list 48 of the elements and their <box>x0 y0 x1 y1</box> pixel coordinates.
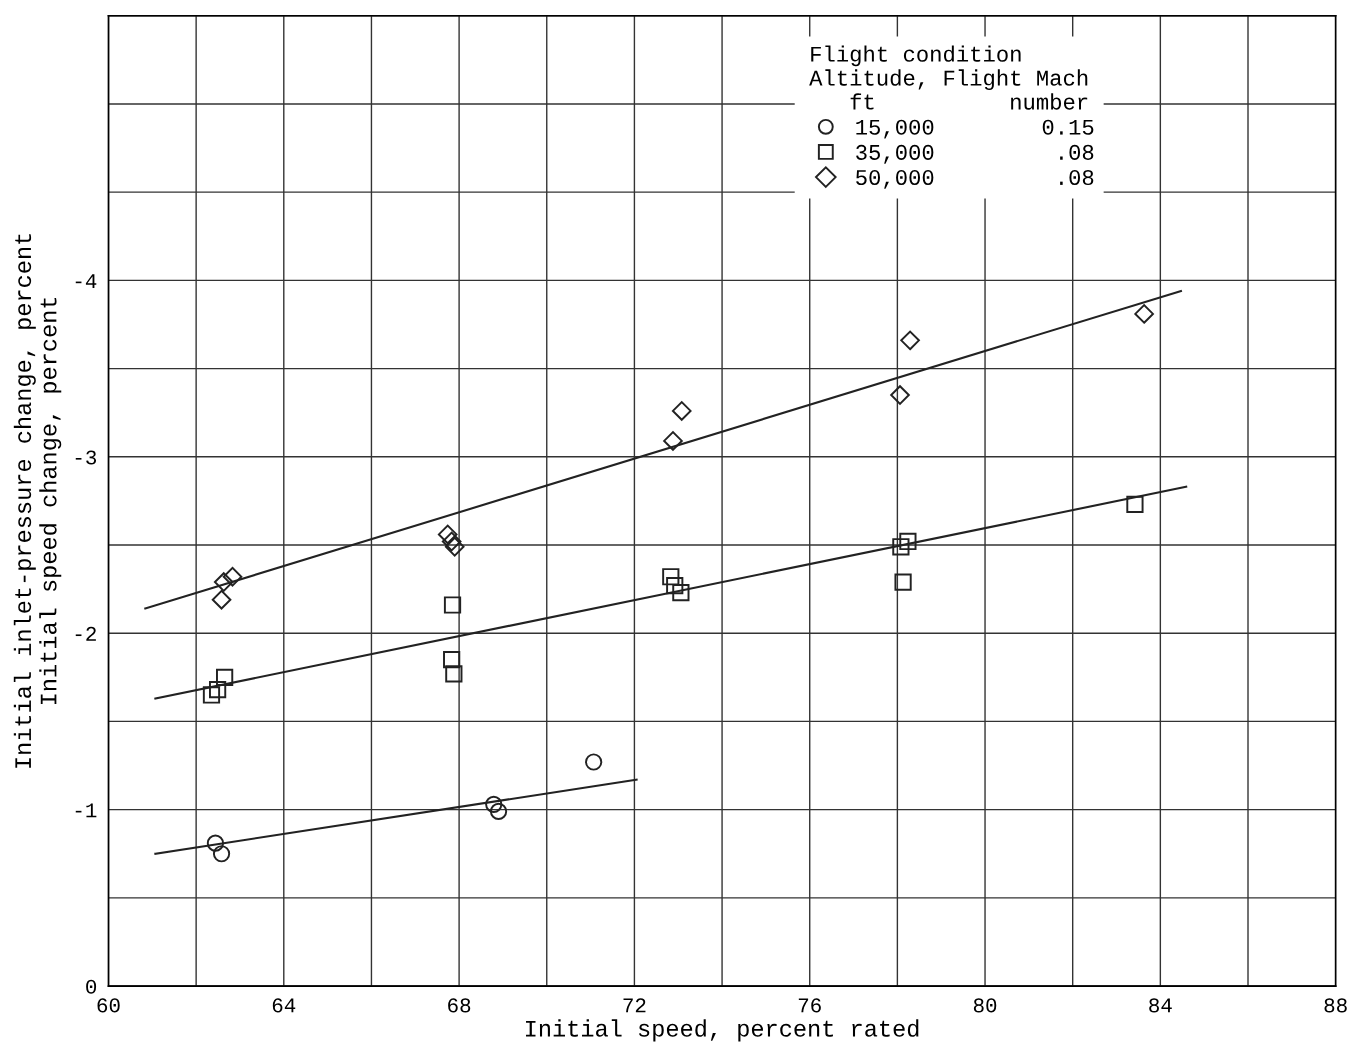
point <box>211 589 232 610</box>
point <box>222 566 243 587</box>
y-tick-label: -4 <box>75 274 97 288</box>
point <box>485 795 503 813</box>
point <box>894 573 912 591</box>
x-tick-label: 80 <box>973 998 997 1013</box>
point <box>443 596 462 614</box>
x-tick-label: 68 <box>448 998 471 1013</box>
point <box>663 431 683 451</box>
point <box>671 401 692 421</box>
x-tick-label: 64 <box>272 998 296 1013</box>
legend-title: Flight condition Altitude, Flight Mach ft number <box>809 45 1088 110</box>
point <box>666 576 684 595</box>
x-axis-title: Initial speed, percent rated <box>526 1019 919 1042</box>
point <box>1126 495 1144 514</box>
x-tick-label: 60 <box>97 998 120 1013</box>
point <box>892 538 910 556</box>
legend-label: 35,000 .08 <box>856 144 1094 164</box>
y-tick-label: -1 <box>75 803 97 818</box>
point <box>213 572 234 592</box>
point <box>672 584 690 602</box>
point <box>444 536 465 557</box>
point <box>1134 304 1154 324</box>
point <box>212 845 231 863</box>
point <box>209 681 227 699</box>
x-tick-label: 76 <box>798 998 821 1013</box>
y-tick-label: -2 <box>75 626 96 641</box>
point <box>441 531 462 552</box>
point <box>202 686 221 704</box>
point <box>216 668 234 686</box>
point <box>443 651 461 669</box>
point <box>890 385 910 405</box>
point <box>899 532 917 551</box>
point <box>206 834 225 852</box>
y-tick-label: 0 <box>86 979 97 994</box>
point <box>900 330 920 351</box>
point <box>489 802 508 821</box>
x-tick-label: 84 <box>1149 998 1172 1013</box>
legend-label: 50,000 .08 <box>856 170 1094 189</box>
y-axis-title: Initial inlet-pressure change, percent Initial speed change, percent <box>13 234 62 768</box>
x-tick-label: 72 <box>623 998 646 1013</box>
legend-label: 15,000 0.15 <box>856 119 1094 139</box>
y-tick-label: -3 <box>75 450 97 465</box>
point <box>445 665 463 683</box>
point <box>585 753 603 771</box>
point <box>437 524 458 545</box>
x-tick-label: 88 <box>1324 998 1347 1013</box>
point <box>662 568 680 586</box>
